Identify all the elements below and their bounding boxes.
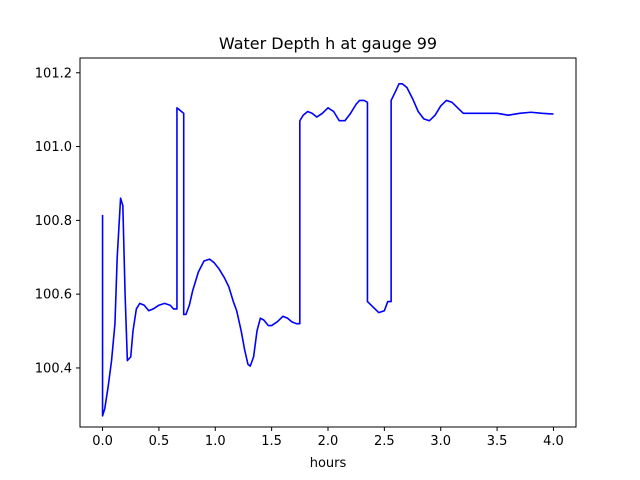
y-tick-label: 100.4	[35, 361, 72, 376]
x-tick-label: 4.0	[543, 434, 564, 449]
series-line-0	[101, 83, 554, 417]
x-tick-label: 2.5	[374, 434, 395, 449]
x-tick-label: 1.0	[205, 434, 226, 449]
plot-frame	[79, 57, 577, 428]
x-tick-label: 3.5	[487, 434, 508, 449]
x-tick-label: 2.0	[318, 434, 339, 449]
x-tick-label: 1.5	[261, 434, 282, 449]
x-axis-label: hours	[310, 456, 347, 471]
y-tick-label: 100.8	[35, 214, 72, 229]
y-tick-label: 100.6	[35, 288, 72, 303]
chart-title: Water Depth h at gauge 99	[219, 34, 437, 53]
y-tick-label: 101.0	[35, 140, 72, 155]
x-tick-label: 0.5	[149, 434, 170, 449]
x-tick-label: 0.0	[92, 434, 113, 449]
y-tick-label: 101.2	[35, 66, 72, 81]
x-tick-label: 3.0	[430, 434, 451, 449]
